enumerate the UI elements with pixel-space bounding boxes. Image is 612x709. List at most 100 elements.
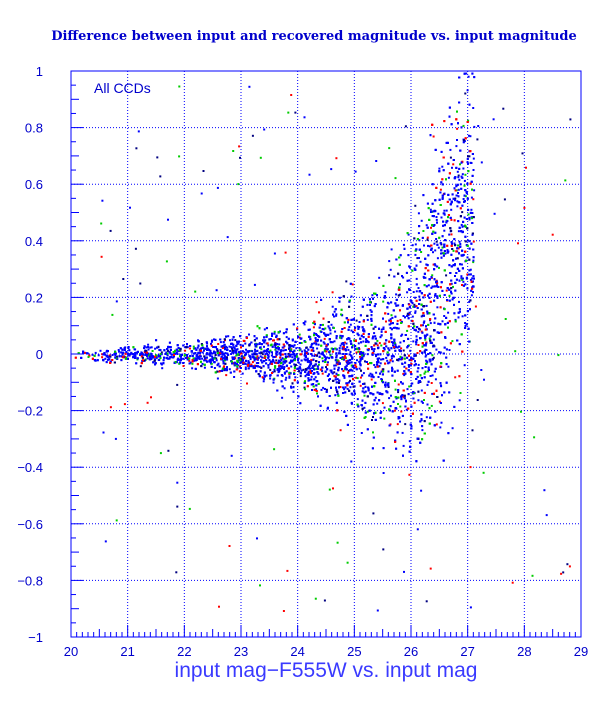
data-point	[445, 141, 448, 144]
data-point	[189, 345, 192, 347]
data-point	[321, 351, 324, 354]
data-point	[237, 357, 240, 360]
data-point	[262, 339, 265, 342]
data-point	[191, 359, 194, 361]
data-point	[346, 387, 349, 390]
data-point	[318, 311, 320, 314]
data-point	[397, 416, 400, 419]
data-point	[457, 195, 460, 198]
data-point	[225, 335, 228, 338]
data-point	[283, 387, 286, 390]
data-point	[333, 364, 336, 367]
data-point	[389, 359, 392, 362]
data-point	[358, 360, 361, 363]
data-point	[367, 349, 370, 352]
data-point	[278, 361, 281, 364]
data-point	[271, 335, 273, 337]
data-point	[411, 320, 414, 322]
data-points	[74, 72, 572, 612]
data-point	[410, 359, 413, 362]
data-point	[425, 416, 428, 419]
data-point	[432, 356, 435, 359]
data-point	[448, 320, 451, 323]
data-point	[394, 342, 396, 345]
data-point	[104, 353, 107, 356]
data-point	[420, 330, 423, 333]
data-point	[299, 367, 302, 370]
data-point	[279, 350, 282, 353]
data-point	[121, 348, 124, 351]
data-point	[356, 325, 359, 328]
data-point	[191, 355, 194, 357]
data-point	[367, 348, 370, 350]
data-point	[204, 357, 206, 360]
data-point	[239, 365, 241, 368]
data-point	[364, 360, 366, 363]
data-point	[303, 354, 306, 357]
data-point	[464, 173, 467, 176]
data-point	[265, 334, 268, 337]
data-point	[338, 379, 341, 382]
data-point	[380, 330, 383, 333]
data-point	[369, 372, 372, 375]
data-point	[244, 366, 247, 369]
data-point	[320, 388, 323, 391]
data-point	[406, 356, 409, 359]
data-point	[464, 322, 467, 324]
data-point	[291, 356, 294, 359]
data-point	[420, 292, 423, 295]
data-point	[294, 376, 297, 379]
data-point	[379, 353, 382, 356]
data-point	[319, 324, 322, 326]
data-point	[472, 169, 475, 171]
data-point	[426, 310, 429, 313]
data-point	[287, 352, 290, 355]
data-point	[415, 264, 418, 267]
data-point	[420, 315, 423, 318]
data-point	[316, 392, 318, 395]
data-point	[271, 360, 273, 363]
data-point	[471, 233, 474, 236]
data-point	[195, 348, 198, 351]
data-point	[443, 209, 446, 212]
data-point	[415, 338, 418, 341]
data-point	[464, 235, 467, 238]
data-point	[366, 303, 369, 306]
data-point	[350, 318, 353, 321]
data-point	[127, 346, 130, 349]
data-point	[345, 317, 348, 320]
data-point	[389, 327, 392, 329]
data-point	[450, 201, 453, 204]
data-point	[423, 276, 425, 279]
data-point	[450, 253, 453, 256]
data-point	[374, 292, 377, 295]
data-point	[345, 414, 348, 417]
data-point	[438, 351, 441, 354]
data-point	[454, 289, 457, 292]
data-point	[451, 242, 453, 245]
data-point	[262, 350, 265, 353]
data-point	[431, 354, 434, 357]
data-point	[243, 356, 246, 359]
data-point	[279, 356, 282, 359]
data-point	[206, 345, 208, 348]
data-point	[460, 126, 463, 129]
data-point	[407, 337, 410, 340]
data-point	[461, 176, 464, 179]
data-point	[132, 353, 135, 356]
data-point	[461, 254, 464, 257]
data-point	[350, 361, 353, 364]
data-point	[464, 327, 467, 329]
data-point	[435, 218, 438, 221]
data-point	[437, 246, 440, 249]
data-point	[434, 264, 437, 267]
data-point	[386, 359, 389, 362]
data-point	[455, 278, 458, 281]
data-point	[401, 414, 404, 417]
data-point	[397, 359, 400, 362]
data-point	[354, 326, 356, 329]
data-point	[420, 419, 423, 422]
data-point	[432, 338, 435, 341]
data-point	[428, 245, 431, 248]
data-point	[457, 230, 460, 233]
